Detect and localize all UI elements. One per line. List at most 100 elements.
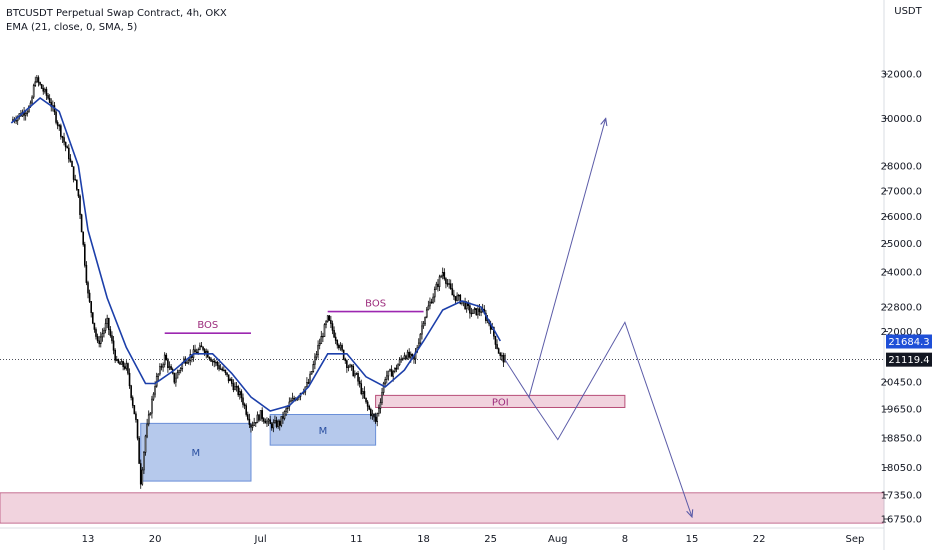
candle-body (274, 420, 276, 423)
candle-body (210, 358, 212, 362)
candle-body (389, 369, 391, 372)
candle-body (307, 382, 310, 384)
candle-body (315, 354, 318, 358)
candle-body (165, 354, 168, 361)
candle-body (330, 320, 332, 324)
candle-body (91, 312, 94, 324)
candle-body (470, 312, 473, 315)
y-tick-label: 18850.0 (881, 433, 922, 444)
candle-body (472, 309, 474, 314)
candle-body (119, 362, 121, 365)
candle-body (167, 359, 169, 368)
candle-body (392, 371, 394, 377)
candle-body (256, 414, 259, 424)
candle-body (56, 122, 59, 126)
candle-body (147, 414, 150, 425)
candle-body (80, 214, 83, 233)
candle-body (151, 398, 153, 414)
x-tick-label: Sep (846, 534, 865, 545)
candle-body (179, 368, 182, 371)
candle-body (429, 301, 431, 307)
candle-body (226, 372, 228, 375)
candle-body (90, 301, 92, 313)
price-label-bg-2 (886, 352, 932, 367)
candle-body (314, 356, 316, 365)
candle-body (448, 283, 450, 285)
candle-body (427, 305, 430, 311)
candle-body (333, 330, 335, 338)
candle-body (310, 371, 313, 375)
candle-body (36, 77, 38, 83)
candle-body (237, 386, 240, 396)
lower-zone (0, 492, 885, 524)
price-label-2: 21119.4 (888, 355, 929, 366)
candle-body (213, 360, 216, 363)
candle-body (355, 373, 358, 375)
candle-body (350, 364, 353, 367)
candle-body (360, 383, 363, 395)
candle-body (227, 374, 230, 382)
candle-body (138, 437, 140, 464)
candle-body (328, 315, 331, 321)
candle-body (39, 82, 41, 85)
candle-body (84, 244, 86, 266)
candle-body (130, 385, 132, 398)
candle-body (253, 422, 255, 426)
candle-body (285, 408, 287, 412)
candle-body (122, 361, 124, 367)
candle-body (446, 283, 449, 285)
candle-body (248, 418, 251, 425)
candle-body (342, 349, 345, 360)
candle-body (374, 416, 377, 422)
candle-body (449, 283, 452, 289)
candle-body (291, 397, 294, 402)
candle-body (82, 231, 85, 245)
candle-body (280, 416, 283, 426)
candle-body (318, 343, 321, 346)
x-tick-label: 18 (417, 534, 430, 545)
y-tick-label: 16750.0 (881, 515, 922, 526)
candle-body (480, 311, 482, 313)
candle-body (376, 413, 379, 422)
candle-body (197, 349, 200, 354)
poi-zone (375, 394, 626, 408)
candle-body (352, 365, 355, 377)
candle-body (66, 146, 69, 149)
candle-body (44, 88, 46, 92)
candle-body (384, 379, 387, 384)
y-tick-label: 25000.0 (881, 239, 922, 250)
candle-body (87, 282, 89, 294)
candle-body (433, 288, 436, 298)
indicator-label: EMA (21, close, 0, SMA, 5) (6, 22, 138, 33)
candle-body (77, 189, 80, 197)
candle-body (232, 383, 235, 391)
candle-body (58, 125, 61, 127)
candle-body (42, 88, 45, 92)
candle-body (267, 419, 270, 422)
candle-body (293, 397, 295, 400)
candle-body (120, 361, 123, 365)
candle-body (366, 401, 369, 407)
candle-body (203, 349, 206, 354)
candle-body (266, 420, 268, 424)
candle-body (270, 423, 273, 429)
candle-body (178, 370, 180, 373)
candle-body (430, 301, 433, 304)
candle-body (409, 353, 412, 358)
candle-body (425, 309, 428, 318)
candle-body (79, 195, 81, 215)
candle-body (45, 88, 48, 96)
x-tick-label: 13 (82, 534, 95, 545)
candle-body (456, 295, 458, 301)
candle-body (173, 372, 176, 383)
candle-body (386, 375, 388, 380)
candle-body (379, 402, 382, 409)
ema-line (10, 96, 501, 412)
candle-body (123, 366, 126, 369)
candle-body (443, 272, 446, 279)
candle-body (363, 391, 366, 399)
candle-body (362, 391, 364, 395)
candle-body (317, 345, 319, 355)
